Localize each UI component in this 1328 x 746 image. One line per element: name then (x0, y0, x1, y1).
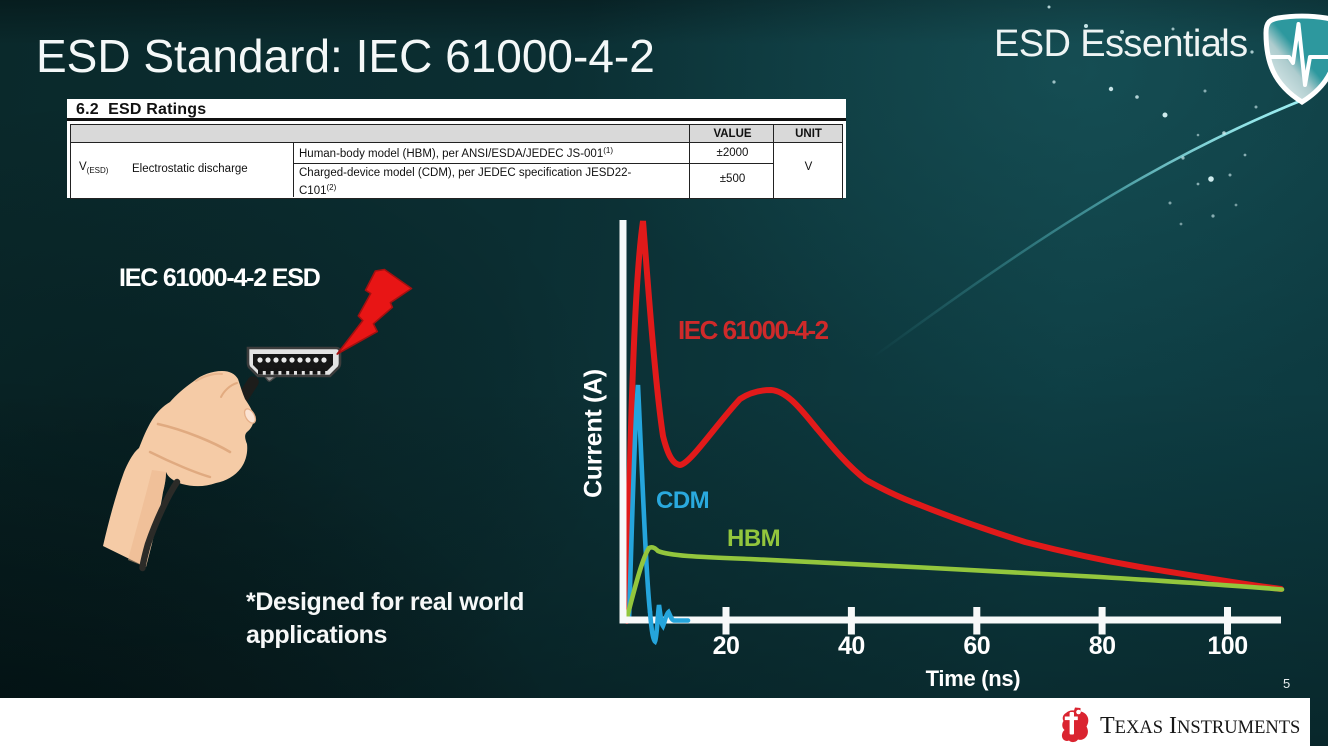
svg-text:TEXAS INSTRUMENTS: TEXAS INSTRUMENTS (1100, 713, 1300, 739)
